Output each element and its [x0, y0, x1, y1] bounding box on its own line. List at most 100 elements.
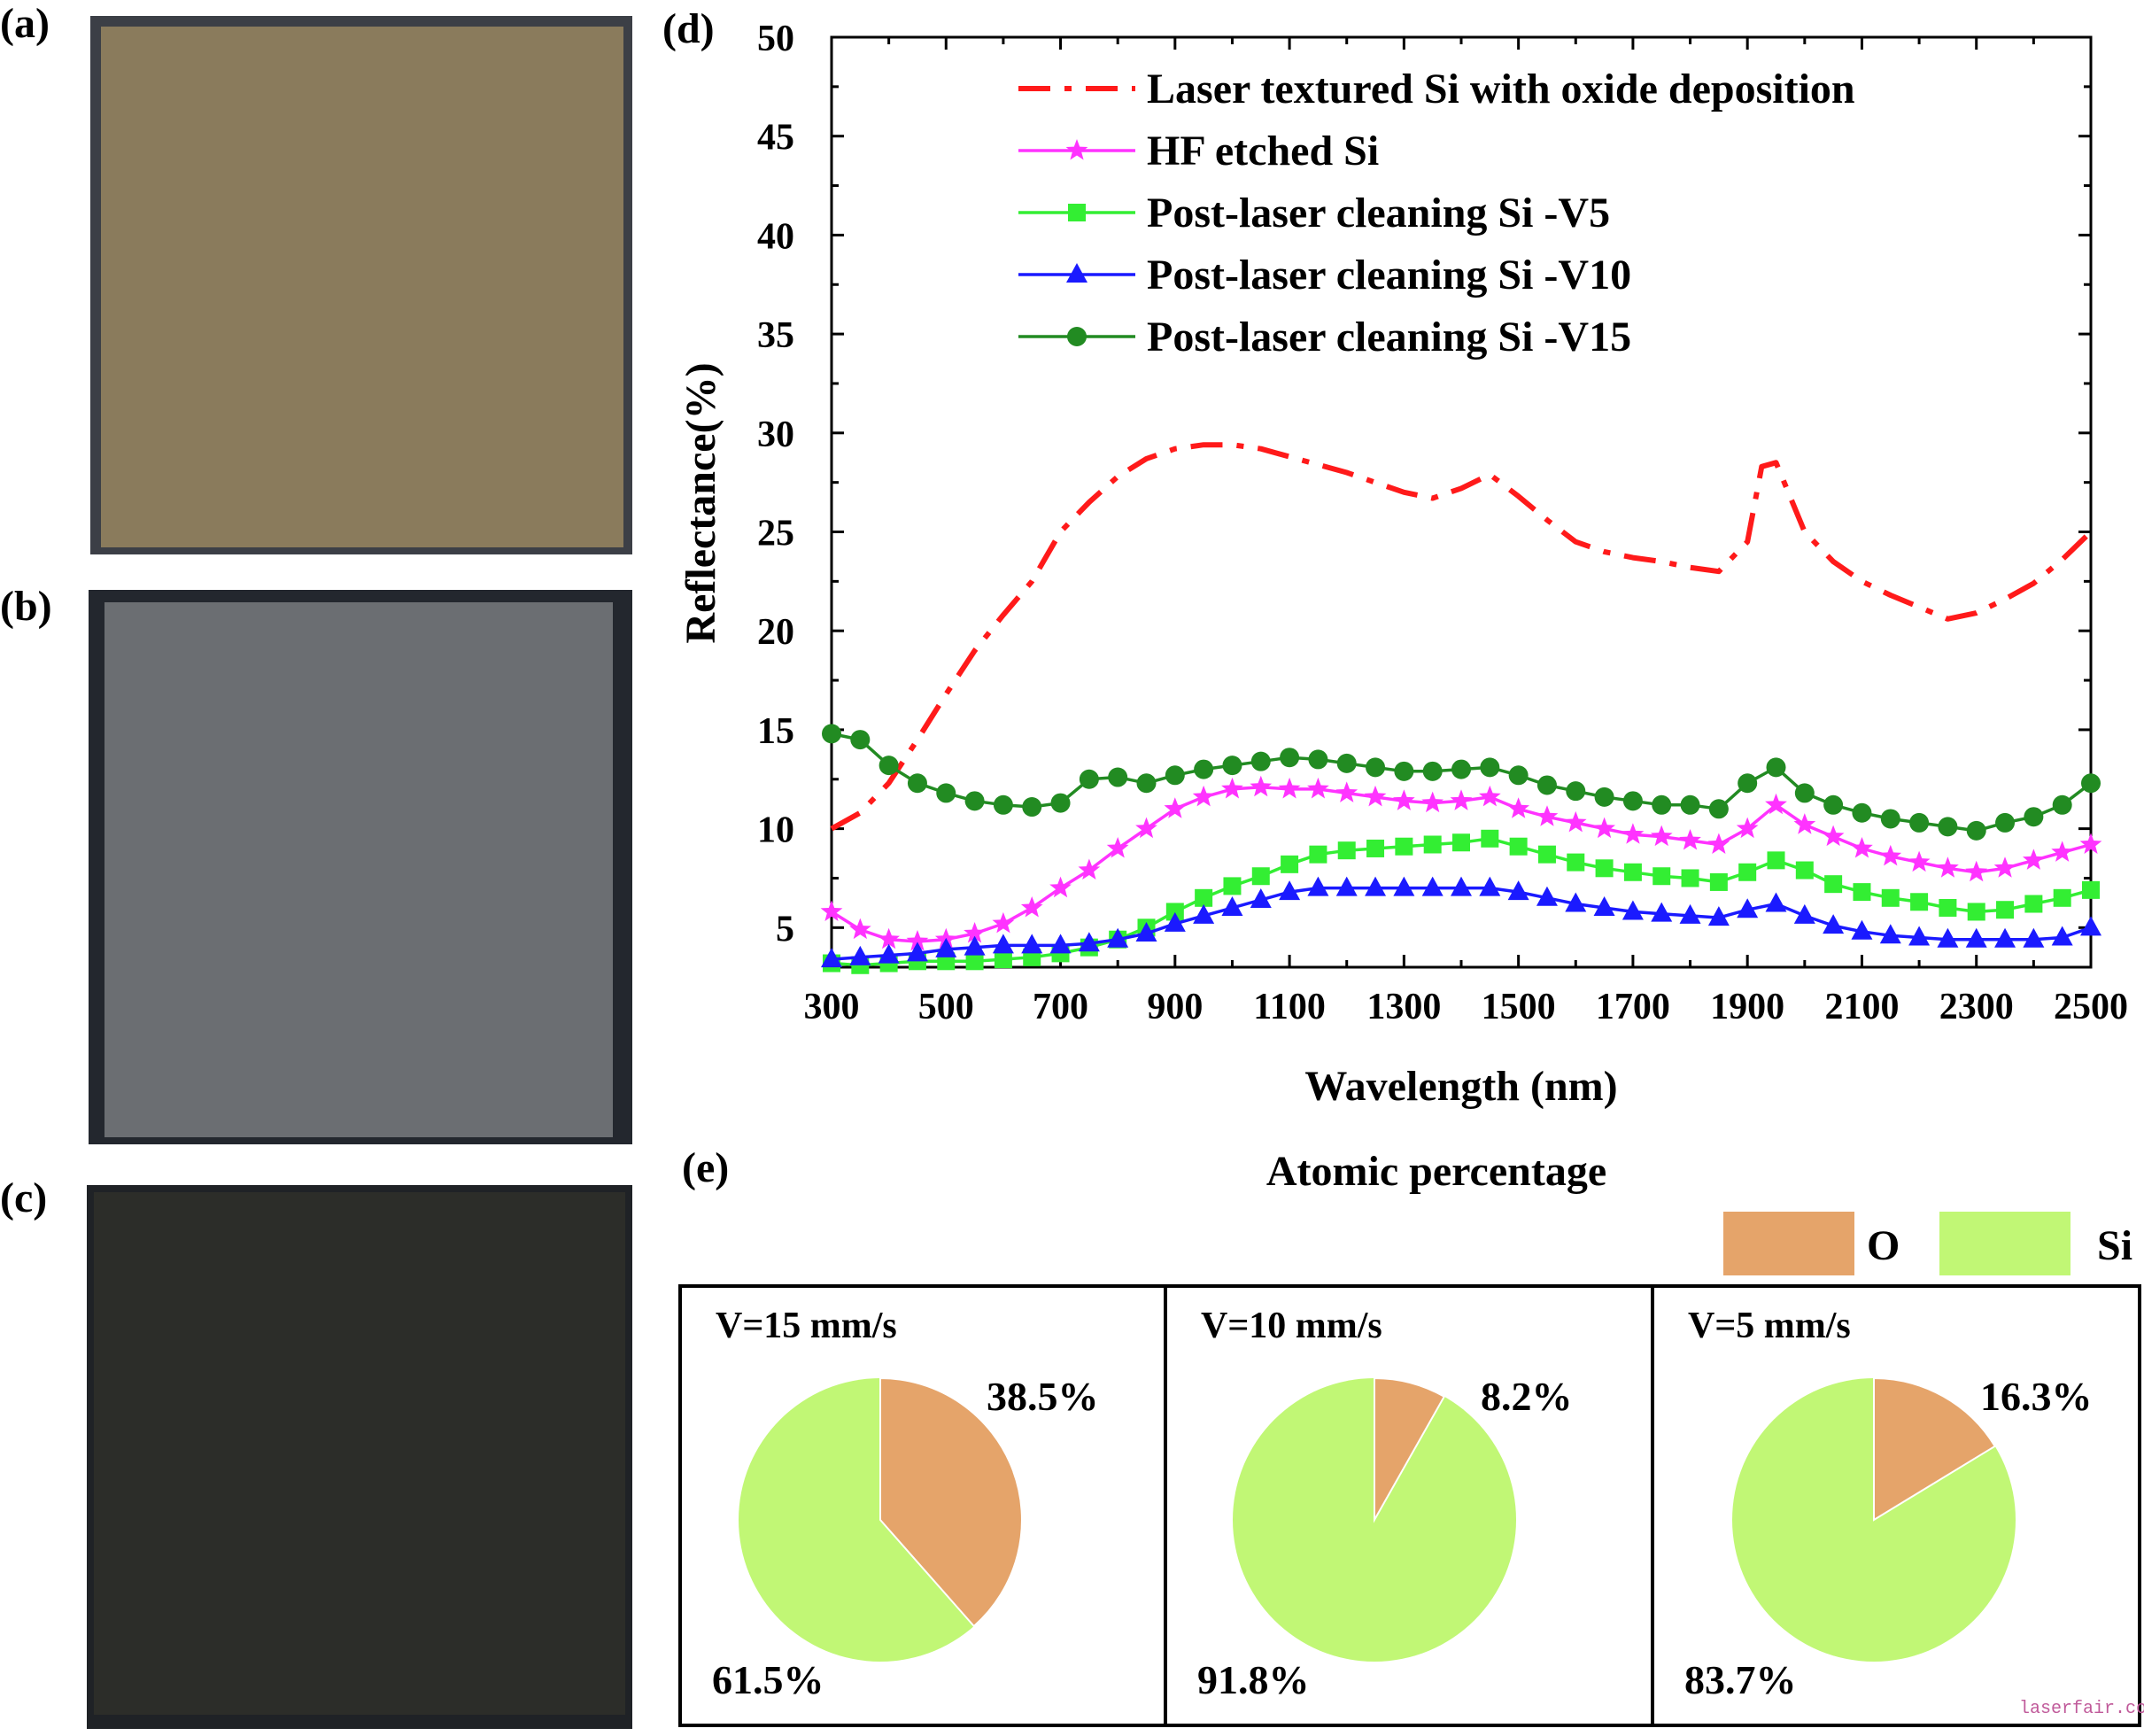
data-point [1593, 895, 1615, 916]
photo-c-sample [94, 1192, 625, 1715]
x-tick-label: 2300 [1939, 987, 2014, 1027]
data-point [1622, 900, 1644, 920]
x-tick-label: 2100 [1824, 987, 1899, 1027]
panel-label-a: (a) [0, 0, 50, 47]
data-point [1479, 876, 1501, 896]
panel-label-b: (b) [0, 583, 52, 630]
x-tick-label: 1700 [1596, 987, 1670, 1027]
photo-panel-a: (a) [0, 0, 632, 554]
data-point [2051, 926, 2073, 946]
data-point [850, 730, 871, 750]
data-point [1479, 785, 1501, 807]
legend: Laser textured Si with oxide deposition H… [1018, 66, 1855, 360]
data-point [1996, 901, 2015, 919]
data-point [1079, 769, 1099, 789]
series-1 [820, 775, 2102, 951]
watermark: laserfair.com [2019, 1699, 2144, 1719]
legend-marker [1068, 204, 1086, 221]
data-point [1593, 817, 1615, 839]
y-tick-label: 35 [757, 315, 794, 356]
data-point [1566, 781, 1586, 802]
data-point [1966, 820, 1986, 841]
data-point [964, 922, 986, 943]
pie-label-o: 8.2% [1481, 1374, 1573, 1419]
data-point [1250, 888, 1272, 909]
y-axis-title: Reflectance(%) [677, 362, 724, 643]
data-point [2024, 895, 2043, 913]
pie-legend: O Si [1723, 1212, 2132, 1275]
y-tick-label: 40 [757, 216, 794, 257]
data-point [1107, 927, 1129, 948]
legend-label: Post-laser cleaning Si -V15 [1147, 314, 1631, 360]
pie-title: V=10 mm/s [1201, 1306, 1382, 1346]
data-point [1221, 895, 1243, 916]
data-point [1192, 785, 1215, 807]
legend-item-1: HF etched Si [1018, 128, 1379, 174]
data-point [1967, 903, 1985, 921]
pie-label-si: 83.7% [1684, 1657, 1797, 1702]
data-point [1135, 817, 1157, 839]
data-point [1223, 877, 1242, 895]
data-point [1681, 869, 1699, 887]
data-point [1366, 757, 1386, 778]
data-point [1049, 876, 1072, 898]
panel-label-c: (c) [0, 1174, 47, 1221]
data-point [1965, 927, 1987, 948]
data-point [1707, 833, 1730, 854]
data-point [820, 900, 843, 921]
data-point [821, 948, 842, 968]
legend-marker [1067, 327, 1087, 346]
data-point [1507, 880, 1529, 901]
data-point [1622, 823, 1645, 844]
y-tick-label: 5 [776, 909, 794, 949]
data-point [1908, 850, 1931, 872]
legend-item-3: Post-laser cleaning Si -V10 [1018, 252, 1631, 298]
data-point [1993, 856, 2016, 878]
data-point [1193, 903, 1215, 924]
data-point [1653, 867, 1671, 886]
pie-panel-frame [678, 1284, 2141, 1727]
data-point [1165, 903, 1184, 921]
data-point [1195, 888, 1213, 907]
data-point [1364, 785, 1387, 807]
data-point [1250, 751, 1271, 771]
data-point [1738, 773, 1758, 794]
data-point [1937, 856, 1959, 878]
data-point [1823, 914, 1845, 934]
data-point [1164, 797, 1187, 818]
photo-panel-c: (c) [0, 1174, 632, 1729]
panel-label-e: (e) [682, 1144, 729, 1191]
data-point [1793, 903, 1815, 924]
legend-label-o: O [1867, 1222, 1900, 1269]
data-point [1595, 859, 1614, 878]
data-point [1106, 837, 1129, 858]
data-point [1278, 777, 1301, 799]
x-tick-label: 700 [1033, 987, 1088, 1027]
data-point [1280, 748, 1300, 768]
data-point [1394, 761, 1414, 781]
data-point [878, 943, 900, 964]
data-point [1281, 855, 1299, 873]
data-point [1078, 932, 1100, 952]
data-point [2023, 927, 2045, 948]
data-point [1851, 919, 1873, 940]
data-point [1335, 876, 1358, 896]
data-point [1679, 829, 1701, 850]
data-point [1908, 926, 1931, 946]
data-point [1164, 911, 1186, 932]
pie-title: V=15 mm/s [716, 1306, 897, 1346]
data-point [1165, 765, 1185, 786]
pie-2: V=5 mm/s 16.3% 83.7% [1651, 1286, 2093, 1725]
data-point [1451, 876, 1472, 896]
photo-panel-b: (b) [0, 583, 632, 1144]
data-point [1021, 934, 1043, 954]
y-tick-label: 15 [757, 711, 794, 752]
data-point [1451, 759, 1471, 779]
data-point [1766, 757, 1786, 778]
legend-label: Post-laser cleaning Si -V10 [1147, 252, 1631, 298]
data-point [1939, 898, 1957, 917]
data-point [1307, 777, 1329, 799]
data-point [2024, 807, 2044, 827]
y-tick-label: 30 [757, 415, 794, 455]
